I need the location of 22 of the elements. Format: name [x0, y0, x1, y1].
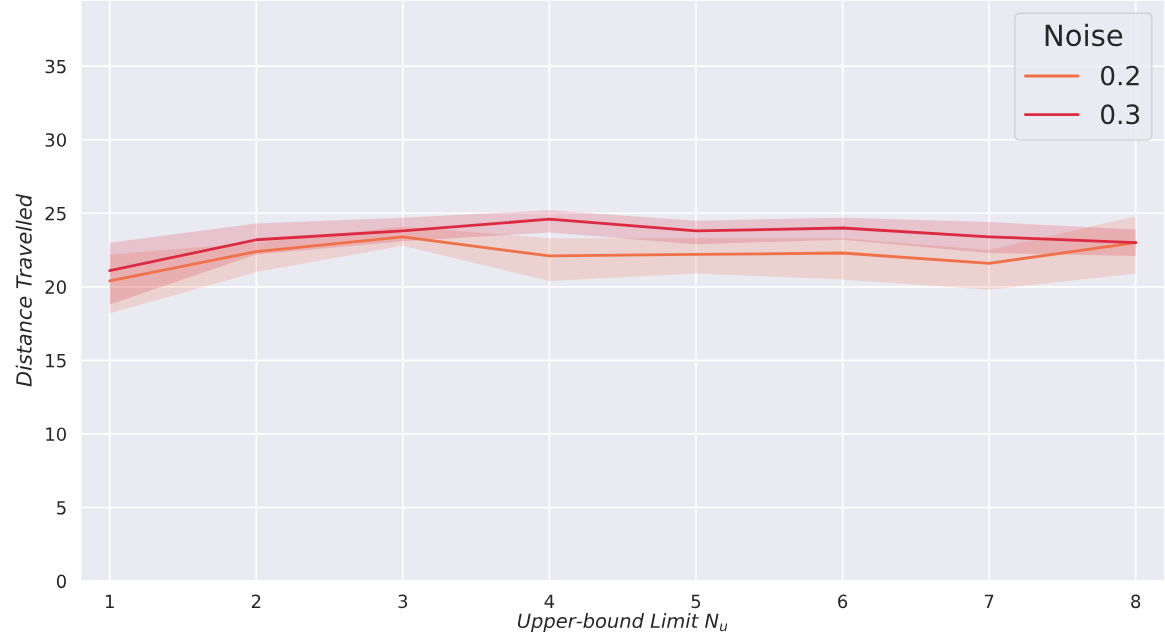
line-series	[108, 217, 1138, 273]
x-tick-label: 3	[398, 594, 408, 609]
y-tick-label: 30	[45, 133, 66, 147]
y-tick-label: 5	[57, 501, 66, 515]
x-axis-title: Upper-bound Limit N$_{u}$	[517, 613, 728, 632]
legend-title: Noise	[1045, 23, 1123, 47]
y-tick-label: 0	[56, 574, 66, 589]
x-tick-label: 1	[105, 594, 114, 608]
x-tick-label: 8	[1131, 594, 1141, 609]
y-tick-label: 15	[46, 354, 66, 368]
x-tick-label: 4	[544, 594, 555, 608]
legend-label: 0.2	[1101, 65, 1139, 86]
x-tick-label: 2	[251, 594, 261, 608]
x-tick-label: 6	[838, 594, 848, 609]
legend-label: 0.3	[1101, 104, 1140, 125]
y-tick-label: 35	[45, 59, 66, 74]
y-axis-title: Distance Travelled	[15, 193, 32, 387]
y-tick-label: 10	[46, 427, 66, 442]
y-tick-label: 25	[45, 206, 66, 221]
x-tick-label: 7	[984, 594, 994, 608]
x-tick-label: 5	[691, 594, 701, 609]
y-tick-label: 20	[45, 280, 66, 294]
